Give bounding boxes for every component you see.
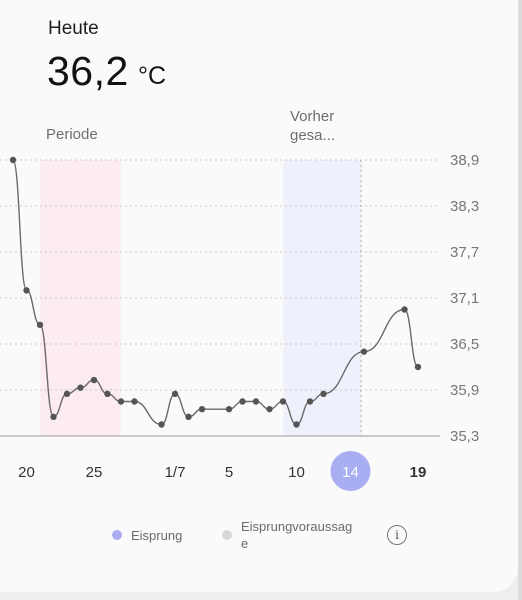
temperature-point: [306, 398, 314, 405]
temperature-point: [225, 405, 233, 413]
prediction-legend-label: Eisprungvoraussag: [241, 519, 353, 534]
ovulation-legend-label: Eisprung: [131, 528, 183, 543]
temperature-point: [401, 306, 408, 313]
temperature-point: [77, 384, 84, 391]
x-tick-label[interactable]: 10: [288, 464, 305, 481]
temperature-point: [293, 421, 300, 428]
temperature-point: [158, 421, 165, 428]
temperature-point: [360, 348, 368, 355]
temperature-point: [23, 287, 30, 294]
y-tick-label: 37,1: [450, 290, 479, 307]
chart-grid: [0, 159, 440, 391]
temperature-chart[interactable]: Periode Vorher gesa... 38,938,337,737,13…: [0, 0, 518, 520]
temperature-point: [117, 398, 125, 405]
temperature-unit: °C: [138, 62, 167, 90]
temperature-point: [414, 363, 422, 371]
temperature-point: [171, 390, 179, 398]
temperature-point: [131, 398, 138, 405]
legend: Eisprung Eisprungvoraussag e: [0, 518, 518, 558]
temperature-point: [252, 398, 260, 405]
period-label: Periode: [46, 126, 98, 143]
x-tick-label[interactable]: 20: [18, 464, 35, 481]
prediction-legend-dot: [222, 530, 232, 540]
x-tick-label[interactable]: 1/7: [165, 464, 186, 481]
temperature-point: [198, 405, 206, 413]
prediction-label-continued: gesa...: [290, 127, 335, 144]
temperature-point: [90, 376, 98, 384]
temperature-point: [63, 390, 71, 398]
x-tick-label[interactable]: 25: [86, 464, 103, 481]
temperature-point: [239, 398, 246, 405]
x-axis-labels[interactable]: 20 25 1/7 5 10 14 19: [18, 451, 426, 491]
y-tick-label: 35,9: [450, 382, 479, 399]
info-icon[interactable]: i: [387, 525, 407, 545]
card-edge-shadow: [518, 0, 522, 600]
y-tick-label: 35,3: [450, 428, 479, 445]
y-axis-labels: 38,9 38,3 37,7 37,1 36,5 35,9 35,3: [450, 152, 479, 445]
y-tick-label: 36,5: [450, 336, 479, 353]
y-tick-label: 38,9: [450, 152, 479, 169]
prediction-label: Vorher: [290, 108, 334, 125]
temperature-point: [320, 390, 327, 398]
temperature-point: [9, 156, 17, 164]
x-tick-label[interactable]: 5: [225, 464, 233, 481]
temperature-point: [104, 390, 111, 398]
temperature-point: [185, 413, 192, 421]
temperature-point: [266, 405, 273, 413]
ovulation-legend-dot: [112, 530, 122, 540]
x-tick-label[interactable]: 14: [342, 464, 359, 481]
today-label: Heute: [48, 18, 99, 39]
y-tick-label: 38,3: [450, 198, 479, 215]
selected-day-highlight[interactable]: [330, 451, 371, 491]
temperature-point: [279, 398, 287, 405]
x-tick-label[interactable]: 19: [410, 464, 427, 481]
current-temperature: 36,2: [47, 48, 129, 94]
temperature-point: [50, 413, 57, 421]
y-tick-label: 37,7: [450, 244, 479, 261]
temperature-point: [36, 321, 44, 329]
temperature-series: [9, 156, 422, 428]
prediction-legend-label-continued: e: [241, 536, 249, 551]
temperature-card: Heute 36,2 °C Periode Vorher gesa... 38,…: [0, 0, 518, 592]
